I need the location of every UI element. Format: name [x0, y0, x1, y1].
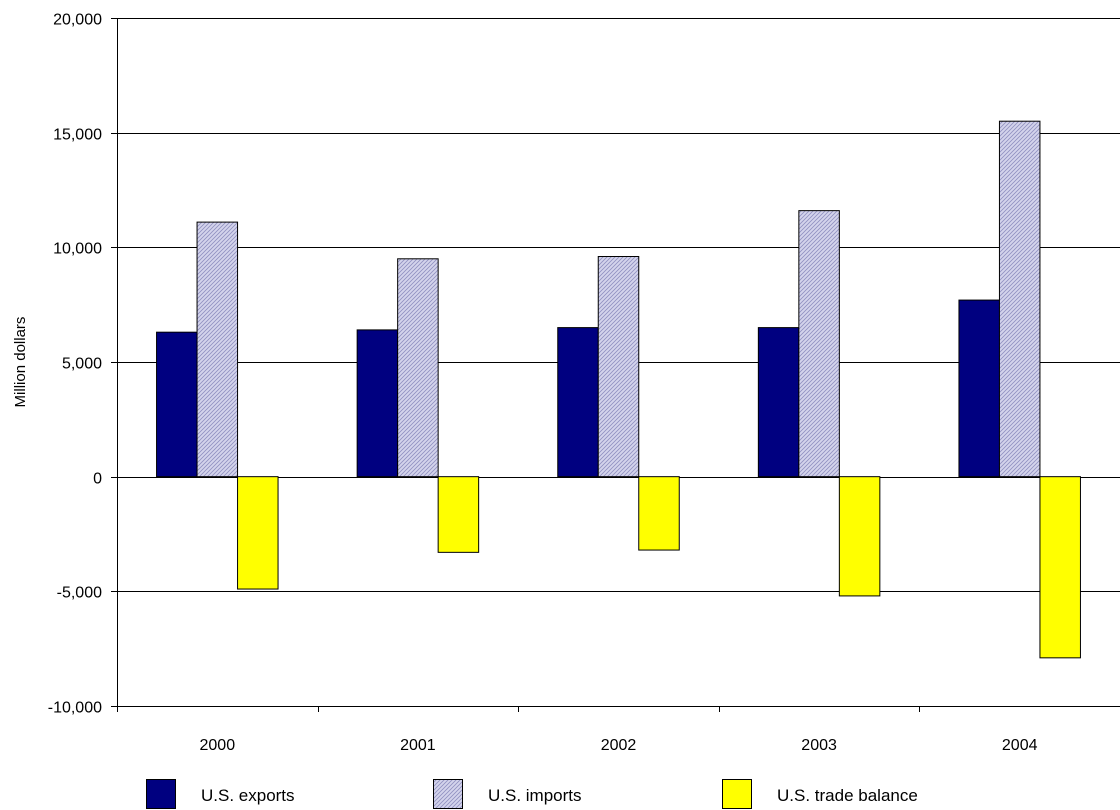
legend-label: U.S. trade balance	[777, 786, 918, 805]
y-tick-label: 5,000	[62, 356, 102, 373]
legend-label: U.S. exports	[201, 786, 295, 805]
bar-u-s-imports-2003	[798, 210, 840, 478]
bar-u-s-exports-2003	[757, 327, 800, 478]
bars	[156, 120, 1081, 659]
y-tick-label: -5,000	[57, 585, 102, 602]
legend-swatch	[722, 779, 752, 809]
bar-u-s-trade-balance-2000	[237, 476, 279, 590]
x-tick-label: 2000	[200, 737, 236, 754]
x-tick-label: 2002	[601, 737, 637, 754]
y-tick-label: 15,000	[53, 127, 102, 144]
bar-u-s-imports-2004	[998, 120, 1041, 478]
bar-u-s-imports-2001	[397, 258, 439, 478]
bar-u-s-trade-balance-2001	[437, 476, 480, 553]
legend-swatch	[433, 779, 463, 809]
legend-label: U.S. imports	[488, 786, 582, 805]
bar-u-s-exports-2002	[557, 327, 599, 478]
y-axis-title: Million dollars	[12, 317, 29, 408]
bar-u-s-exports-2001	[356, 329, 399, 478]
legend-swatch	[146, 779, 176, 809]
bar-u-s-trade-balance-2003	[838, 476, 881, 597]
y-tick-label: 20,000	[53, 12, 102, 29]
bar-u-s-exports-2000	[156, 331, 198, 478]
x-tick-label: 2004	[1002, 737, 1038, 754]
x-tick-label: 2003	[801, 737, 837, 754]
bar-u-s-exports-2004	[958, 299, 1000, 478]
y-tick-label: 10,000	[53, 241, 102, 258]
legend: U.S. exports U.S. imports U.S. trade balan…	[146, 779, 918, 809]
axes	[117, 18, 920, 712]
y-tick-label: 0	[93, 471, 102, 488]
y-tick-label: -10,000	[48, 700, 102, 717]
x-tick-label: 2001	[400, 737, 436, 754]
bar-u-s-imports-2000	[196, 221, 239, 478]
bar-u-s-imports-2002	[597, 256, 640, 478]
bar-u-s-trade-balance-2002	[638, 476, 680, 551]
tick-labels: -10,000 -5,000 0 5,000 10,000 15,000 20,000 200…	[48, 12, 1038, 755]
bar-u-s-trade-balance-2004	[1039, 476, 1081, 659]
gridlines	[111, 18, 1120, 707]
